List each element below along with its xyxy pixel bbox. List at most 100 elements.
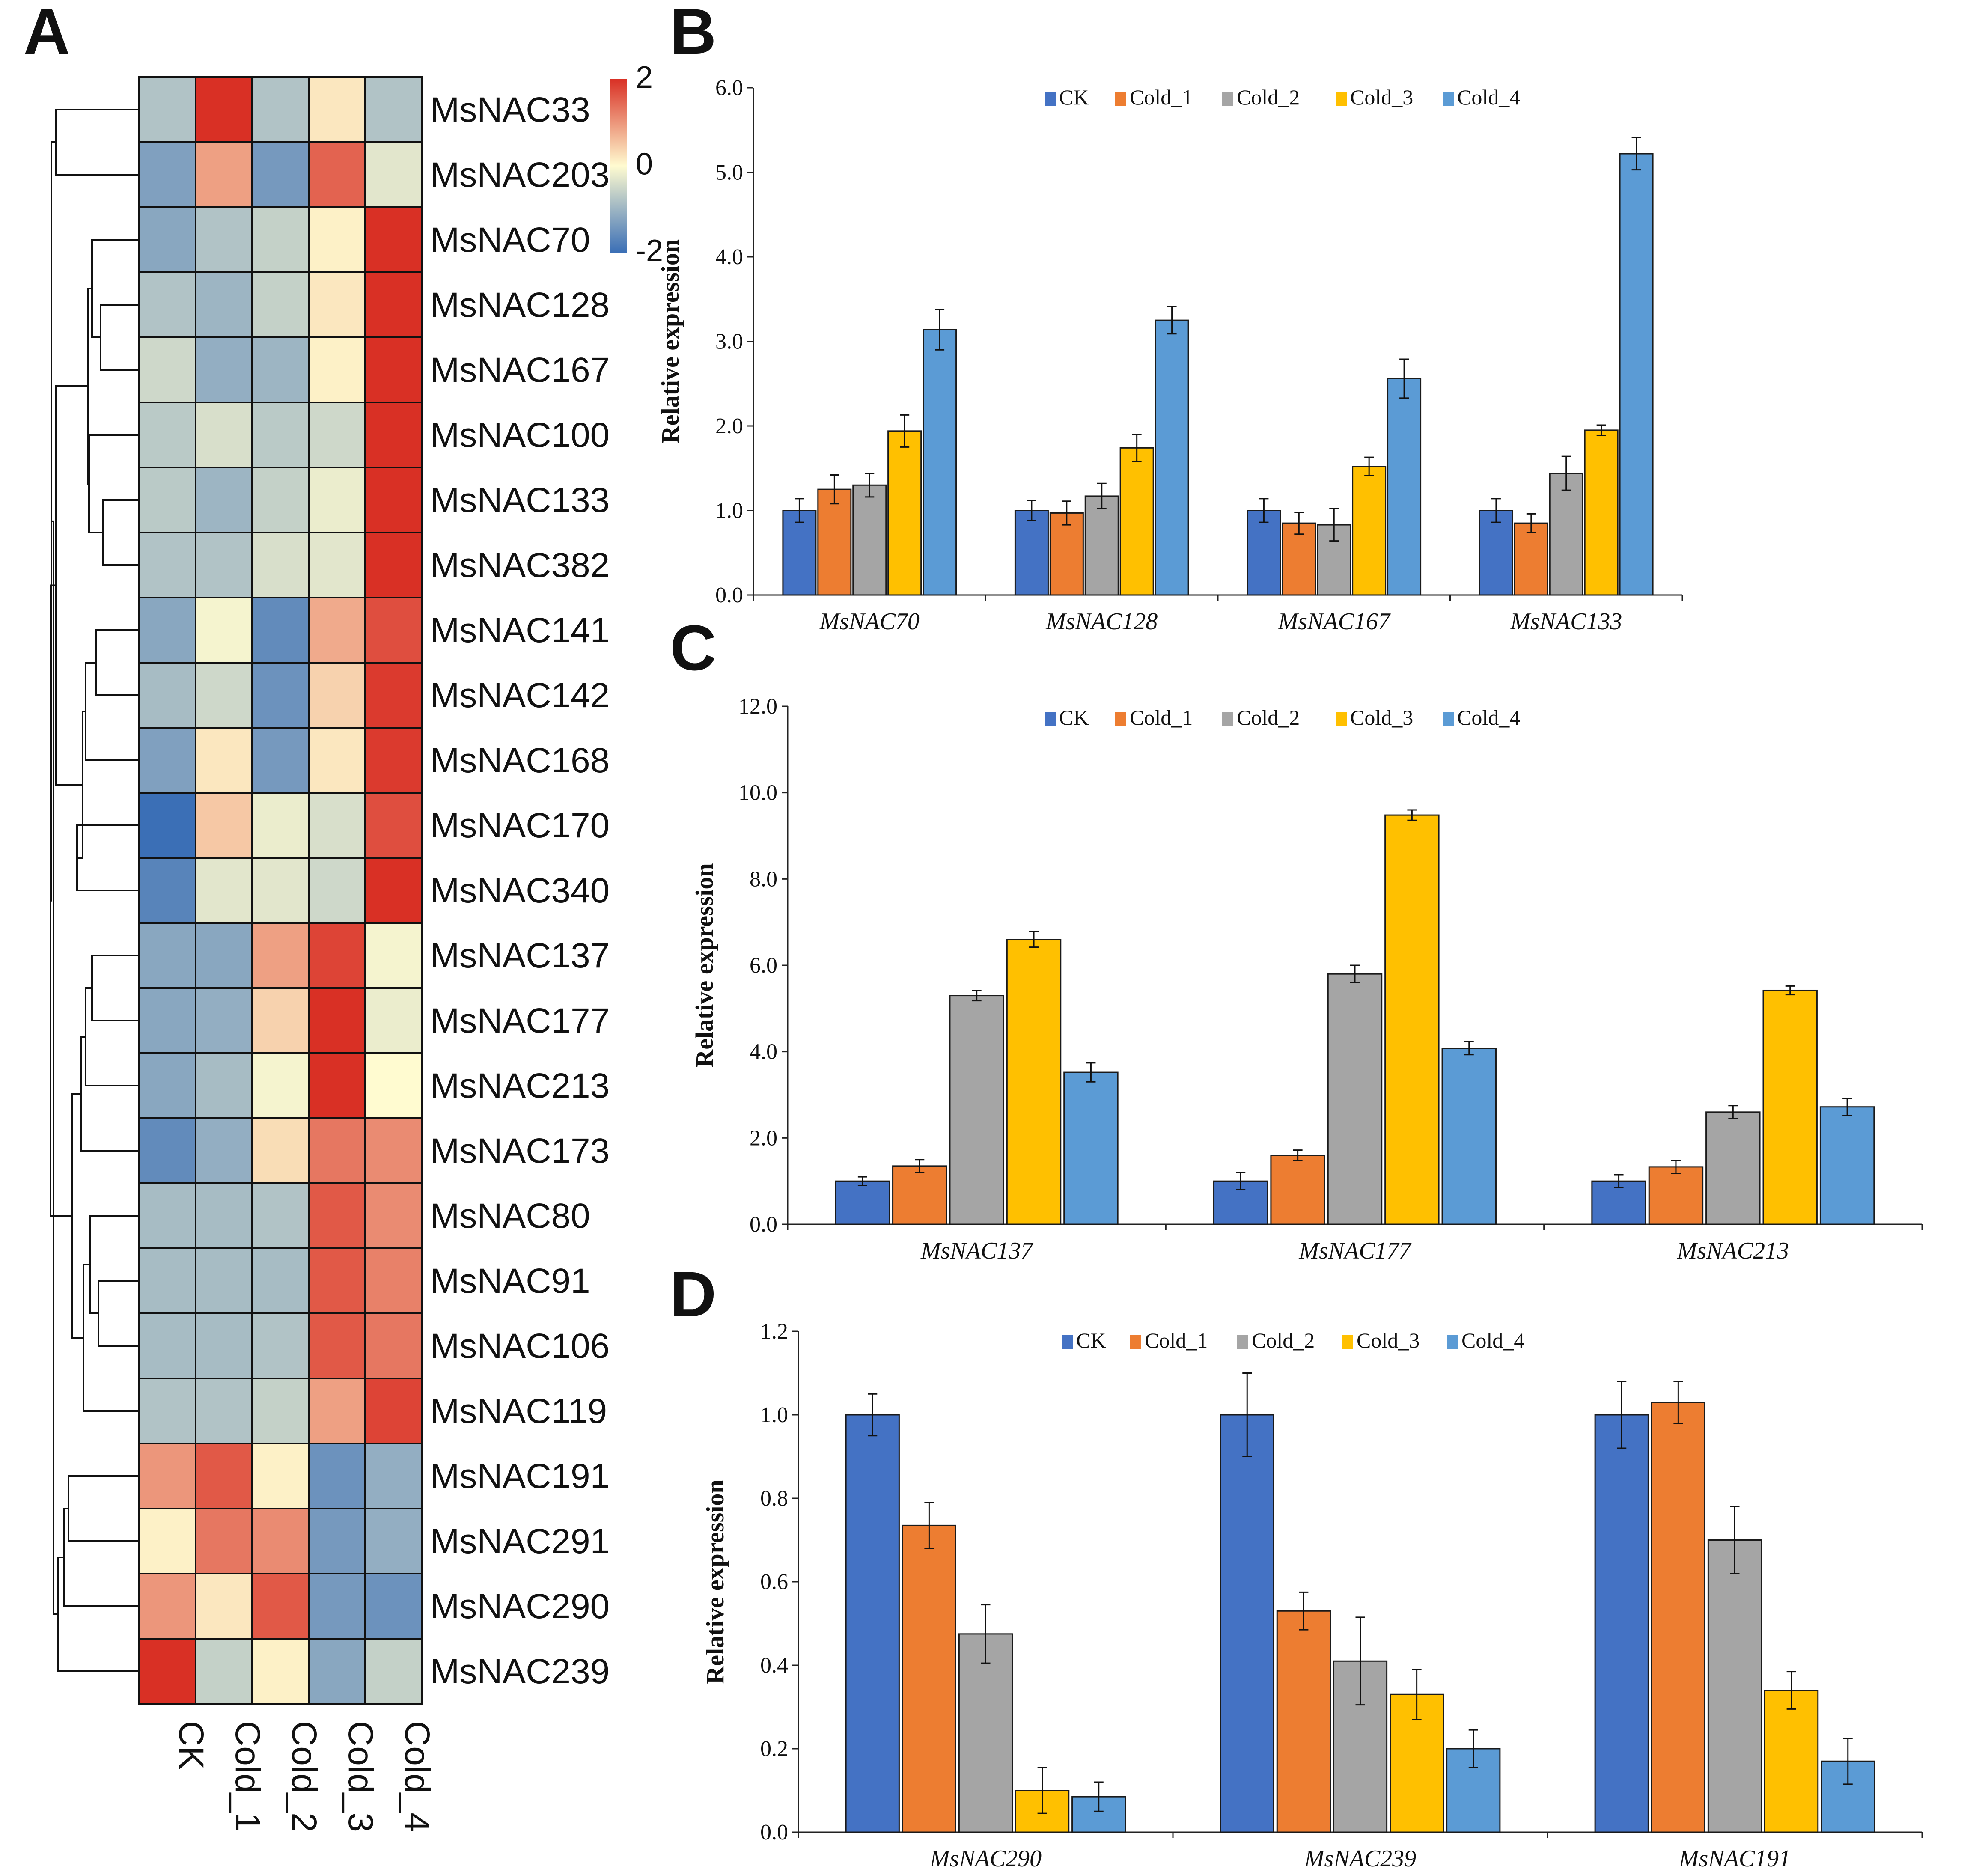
legend-label: Cold_4: [1457, 705, 1520, 729]
legend-label: Cold_3: [1350, 85, 1413, 109]
heatmap-cell: [251, 76, 310, 143]
bar: [817, 488, 852, 596]
bar-chart-d: 0.0 0.2 0.4 0.6 0.8 1.0 1.2 Relative expression…: [701, 1319, 1923, 1872]
heatmap-row-label: MsNAC291: [430, 1522, 610, 1561]
heatmap-row-label: MsNAC168: [430, 741, 610, 780]
heatmap-cell: [138, 1443, 196, 1509]
y-axis-title: Relative expression: [701, 1479, 729, 1684]
bar: [949, 995, 1004, 1225]
heatmap-cell: [195, 1052, 253, 1119]
heatmap-cell: [364, 336, 423, 403]
heatmap-cell: [308, 206, 366, 273]
dendrogram-branch: [83, 1264, 139, 1412]
bar: [1014, 510, 1049, 596]
heatmap-column-label: Cold_4: [398, 1721, 437, 1832]
legend-swatch: [1336, 92, 1347, 106]
heatmap-cell: [308, 467, 366, 533]
heatmap-cell: [138, 1508, 196, 1574]
dendrogram-branch: [88, 434, 139, 533]
bar: [835, 1180, 890, 1225]
heatmap-cell: [251, 922, 310, 989]
heatmap-cell: [364, 1247, 423, 1314]
legend-swatch: [1237, 1335, 1248, 1349]
bar: [1648, 1166, 1704, 1225]
legend-swatch: [1045, 92, 1056, 106]
heatmap-cell: [195, 1508, 253, 1574]
y-tick-label: 1.2: [760, 1319, 788, 1344]
heatmap-cell: [195, 792, 253, 859]
heatmap-cell: [364, 727, 423, 794]
heatmap-cell: [308, 1508, 366, 1574]
heatmap-cell: [364, 1573, 423, 1640]
y-tick-label: 0.0: [760, 1820, 788, 1845]
panel-letter-a: A: [24, 0, 70, 67]
heatmap-cell: [364, 857, 423, 924]
bar: [1584, 429, 1619, 596]
bar: [1441, 1048, 1497, 1225]
heatmap-cell: [308, 922, 366, 989]
legend-label: Cold_3: [1350, 705, 1413, 729]
heatmap-cell: [138, 987, 196, 1054]
heatmap-cell: [138, 1378, 196, 1444]
heatmap-cell: [195, 336, 253, 403]
bar: [1006, 939, 1062, 1225]
dendrogram-branch: [100, 304, 139, 371]
heatmap-row-label: MsNAC137: [430, 936, 610, 975]
heatmap-cell: [251, 271, 310, 338]
heatmap-row-label: MsNAC106: [430, 1327, 610, 1366]
heatmap-cell: [364, 1052, 423, 1119]
legend-swatch: [1045, 712, 1056, 726]
legend-swatch: [1443, 92, 1454, 106]
legend-swatch: [1115, 92, 1126, 106]
legend-swatch: [1222, 712, 1233, 726]
legend-swatch: [1130, 1335, 1141, 1349]
heatmap-cell: [251, 336, 310, 403]
heatmap-row-label: MsNAC100: [430, 416, 610, 455]
panel-letter-d: D: [670, 1258, 716, 1330]
heatmap-cell: [251, 1247, 310, 1314]
bar: [1384, 814, 1440, 1225]
bar: [1247, 510, 1281, 596]
legend-label: Cold_1: [1130, 705, 1193, 729]
category-label: MsNAC133: [1510, 608, 1622, 635]
heatmap-cell: [364, 76, 423, 143]
dendrogram-branch: [91, 239, 139, 338]
bar: [1764, 1690, 1819, 1833]
heatmap-panel: MsNAC33 MsNAC203 MsNAC70 MsNAC128 MsNAC167 Ms…: [50, 60, 663, 1832]
heatmap-cell: [251, 727, 310, 794]
heatmap-cell: [195, 597, 253, 664]
bar: [887, 430, 922, 596]
dendrogram: [50, 109, 139, 1672]
bar-chart-b: 0.0 1.0 2.0 3.0 4.0 5.0 6.0 Relative expression…: [656, 76, 1683, 635]
legend-label: Cold_1: [1130, 85, 1193, 109]
bar: [1762, 989, 1818, 1225]
heatmap-cell: [364, 1378, 423, 1444]
heatmap-cell: [251, 1182, 310, 1249]
heatmap-cell: [364, 1443, 423, 1509]
heatmap-row-label: MsNAC33: [430, 90, 590, 129]
bar: [1819, 1106, 1875, 1225]
y-tick-label: 0.4: [760, 1653, 788, 1678]
heatmap-cell: [308, 857, 366, 924]
heatmap-cell: [308, 792, 366, 859]
heatmap-cell: [251, 1508, 310, 1574]
y-tick-label: 0.0: [715, 583, 743, 607]
bar: [1705, 1111, 1761, 1225]
bar: [1220, 1414, 1274, 1833]
category-label: MsNAC177: [1298, 1238, 1411, 1264]
legend-swatch: [1222, 92, 1233, 106]
heatmap-row-label: MsNAC382: [430, 546, 610, 585]
bar: [923, 329, 957, 596]
bar: [1119, 447, 1154, 596]
heatmap-cell: [195, 1117, 253, 1184]
legend-label: Cold_2: [1237, 705, 1300, 729]
heatmap-cell: [195, 1378, 253, 1444]
y-tick-label: 12.0: [738, 694, 777, 719]
heatmap-cell: [308, 271, 366, 338]
heatmap-cell: [364, 1638, 423, 1705]
heatmap-cell: [195, 402, 253, 468]
heatmap-cell: [138, 1573, 196, 1640]
heatmap-cell: [364, 662, 423, 729]
color-scale-tick: 2: [636, 60, 653, 95]
